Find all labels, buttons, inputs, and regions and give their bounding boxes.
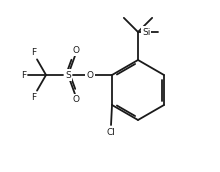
Text: O: O [72,46,79,55]
Text: F: F [21,71,26,79]
Text: F: F [31,48,36,57]
Text: O: O [86,71,94,79]
Text: F: F [31,93,36,102]
Text: Cl: Cl [106,128,116,137]
Text: O: O [72,95,79,104]
Text: S: S [65,71,71,79]
Text: Si: Si [142,28,150,36]
